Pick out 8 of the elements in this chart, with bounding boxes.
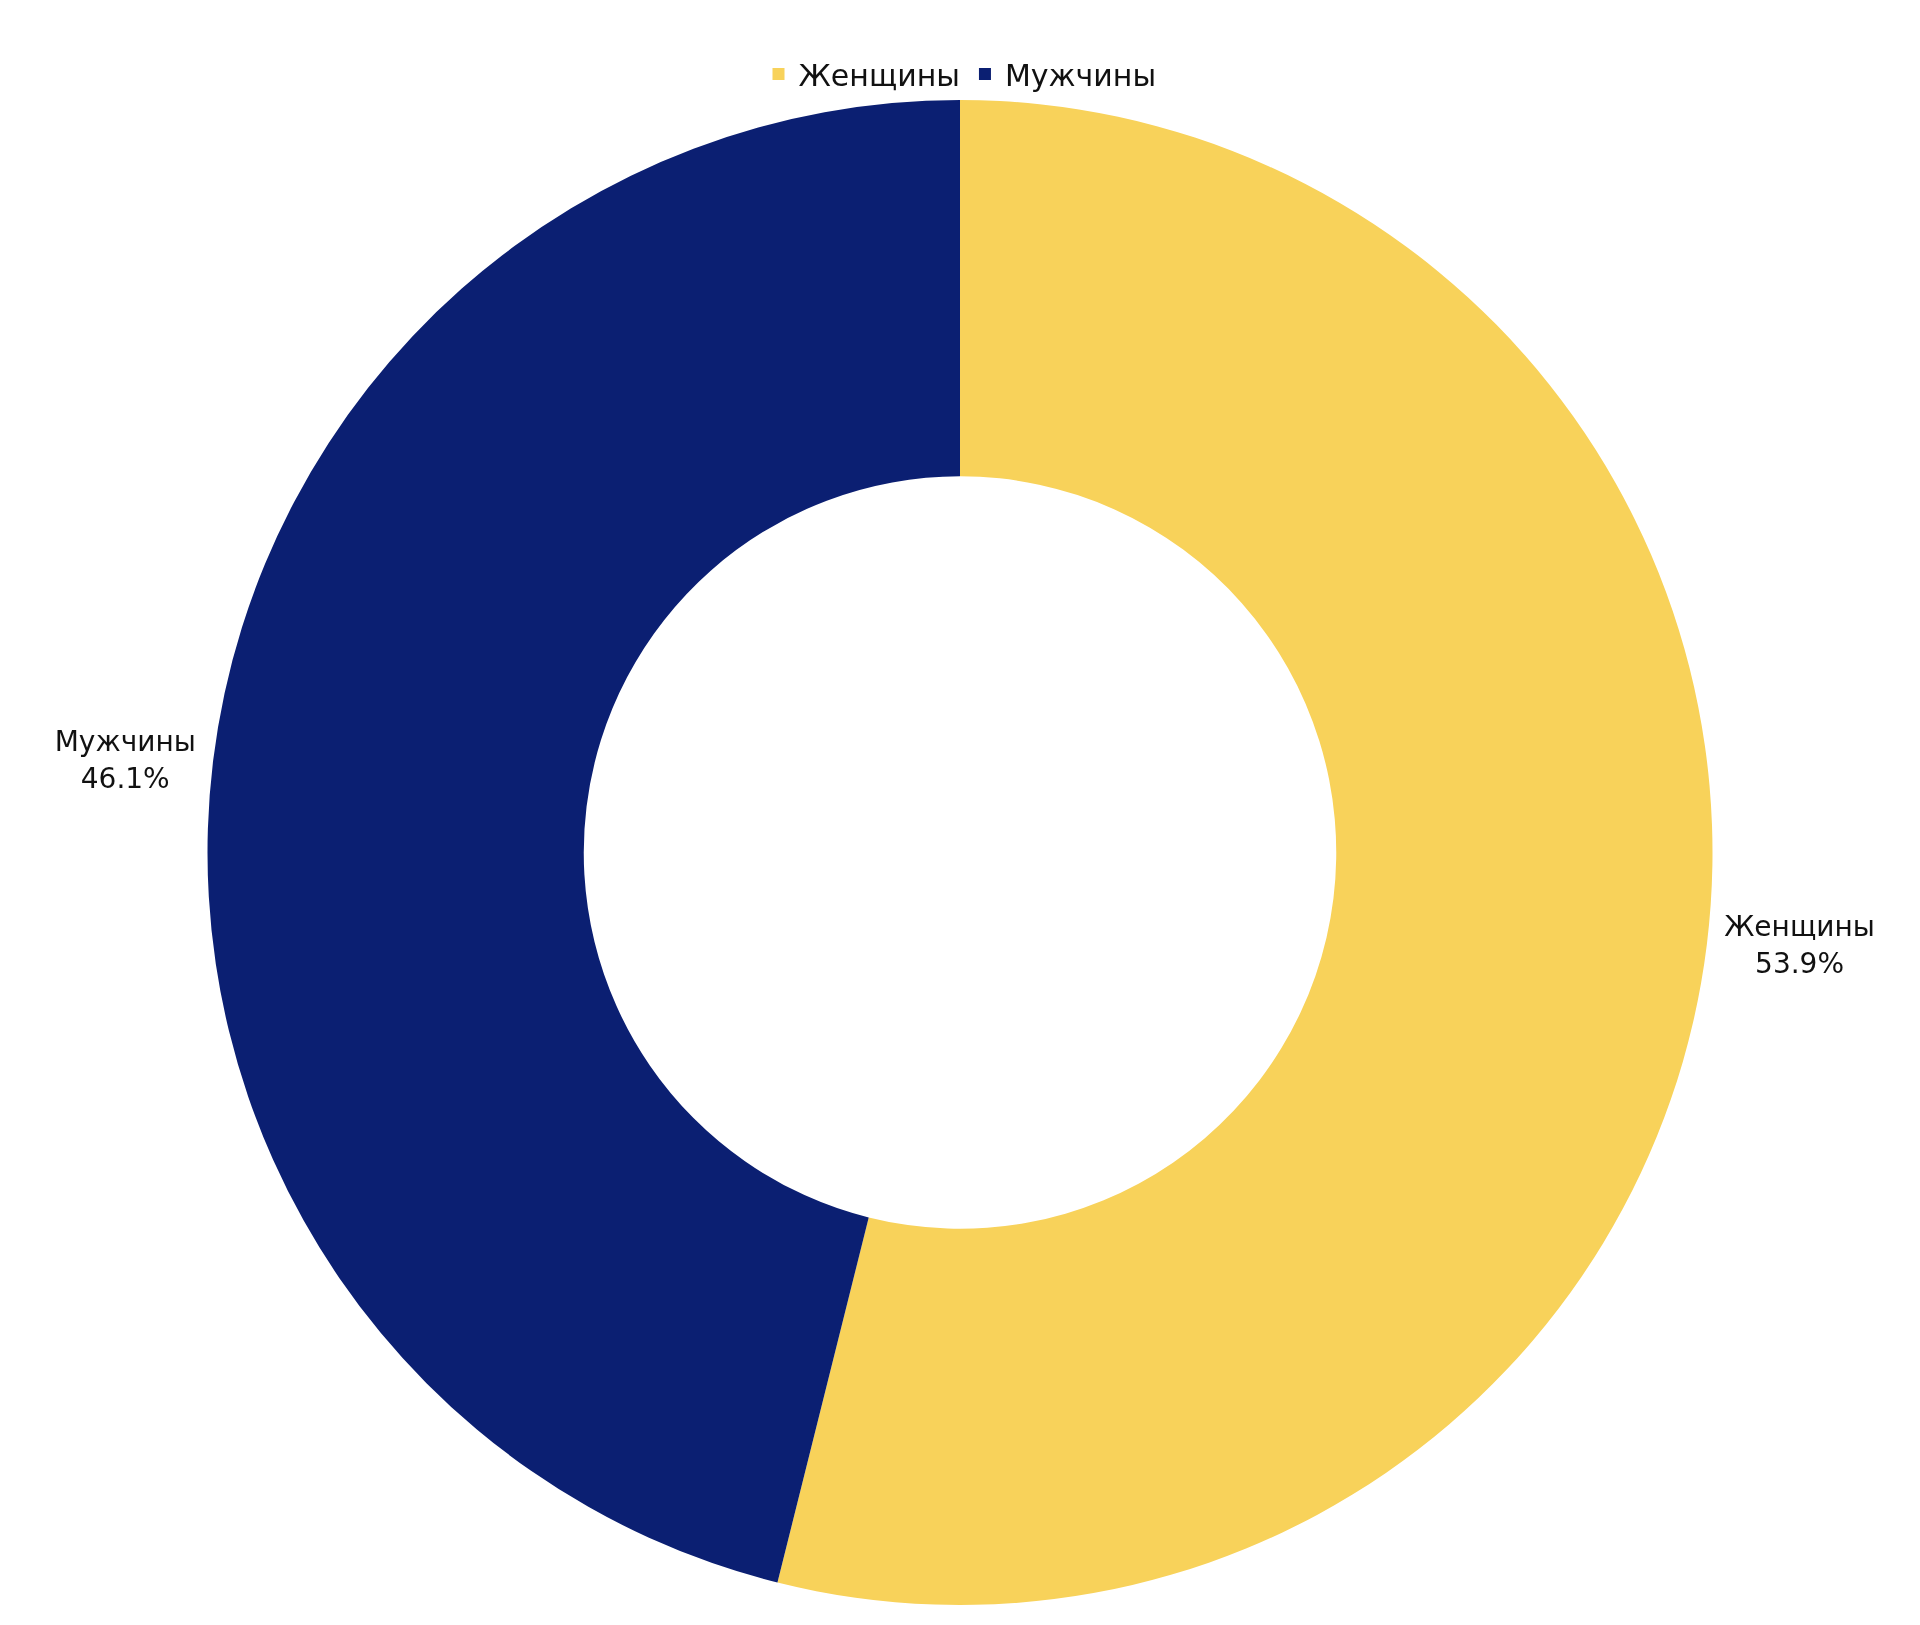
data-label: 46.1% <box>80 761 170 795</box>
slice-label: Мужчины <box>54 725 196 759</box>
donut-slice <box>777 100 1712 1605</box>
legend-label: Женщины <box>798 57 960 93</box>
data-label: 53.9% <box>1755 946 1845 980</box>
slice-label: Женщины <box>1724 910 1875 944</box>
legend-label: Мужчины <box>1004 57 1157 93</box>
donut-slice <box>208 100 960 1583</box>
